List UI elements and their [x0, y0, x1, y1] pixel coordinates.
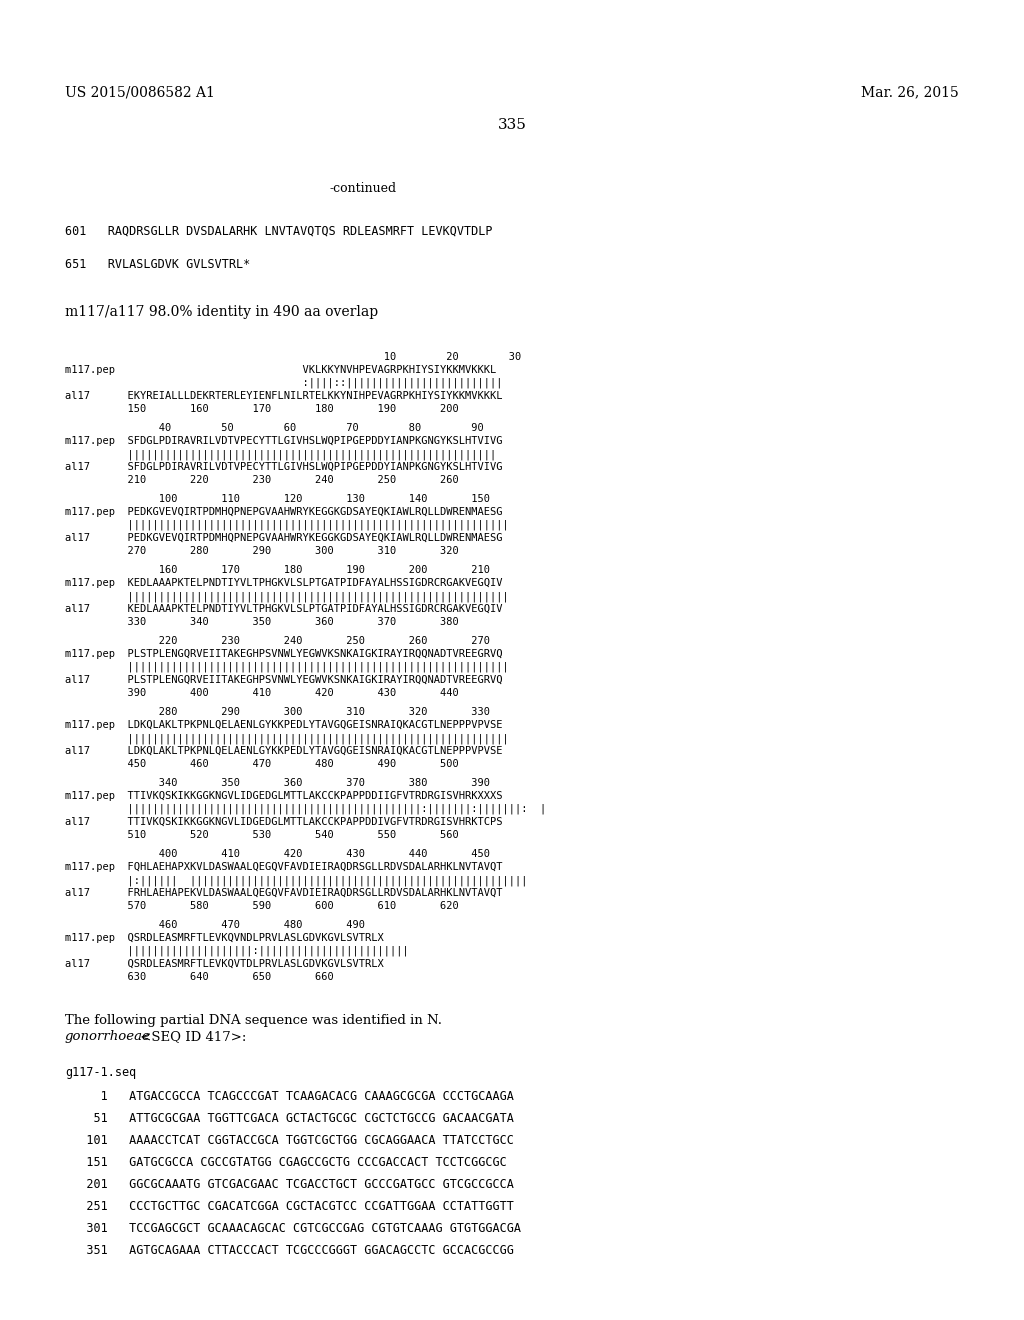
- Text: |||||||||||||||||||||||||||||||||||||||||||||||||||||||||||||: ||||||||||||||||||||||||||||||||||||||||…: [65, 733, 509, 743]
- Text: m117.pep  TTIVKQSKIKKGGKNGVLIDGEDGLMTTLAKCCKPAPPDDIIGFVTRDRGISVHRKXXXS: m117.pep TTIVKQSKIKKGGKNGVLIDGEDGLMTTLAK…: [65, 791, 503, 801]
- Text: 40        50        60        70        80        90: 40 50 60 70 80 90: [65, 422, 483, 433]
- Text: Mar. 26, 2015: Mar. 26, 2015: [861, 84, 959, 99]
- Text: 510       520       530       540       550       560: 510 520 530 540 550 560: [65, 830, 459, 840]
- Text: 400       410       420       430       440       450: 400 410 420 430 440 450: [65, 849, 490, 859]
- Text: al17      FRHLAEHAPEKVLDASWAALQEGQVFAVDIEIRAQDRSGLLRDVSDALARHKLNVTAVQT: al17 FRHLAEHAPEKVLDASWAALQEGQVFAVDIEIRAQ…: [65, 888, 503, 898]
- Text: 270       280       290       300       310       320: 270 280 290 300 310 320: [65, 546, 459, 556]
- Text: m117.pep                              VKLKKYNVHPEVAGRPKHIYSIYKKМVKKKL: m117.pep VKLKKYNVHPEVAGRPKHIYSIYKKМVKKKL: [65, 366, 497, 375]
- Text: :||||::|||||||||||||||||||||||||: :||||::|||||||||||||||||||||||||: [65, 378, 503, 388]
- Text: m117.pep  KEDLAAAPKTELPNDTIYVLTPHGKVLSLPTGATPIDFAYALHSSIGDRCRGAKVEGQIV: m117.pep KEDLAAAPKTELPNDTIYVLTPHGKVLSLPT…: [65, 578, 503, 587]
- Text: 160       170       180       190       200       210: 160 170 180 190 200 210: [65, 565, 490, 576]
- Text: |||||||||||||||||||||||||||||||||||||||||||||||||||||||||||: ||||||||||||||||||||||||||||||||||||||||…: [65, 449, 497, 459]
- Text: 210       220       230       240       250       260: 210 220 230 240 250 260: [65, 475, 459, 484]
- Text: 220       230       240       250       260       270: 220 230 240 250 260 270: [65, 636, 490, 645]
- Text: The following partial DNA sequence was identified in N.: The following partial DNA sequence was i…: [65, 1014, 442, 1027]
- Text: 570       580       590       600       610       620: 570 580 590 600 610 620: [65, 902, 459, 911]
- Text: 101   AAAACCTCAT CGGTACCGCA TGGTCGCTGG CGCAGGAACA TTATCCTGCC: 101 AAAACCTCAT CGGTACCGCA TGGTCGCTGG CGC…: [65, 1134, 514, 1147]
- Text: 460       470       480       490: 460 470 480 490: [65, 920, 365, 931]
- Text: 450       460       470       480       490       500: 450 460 470 480 490 500: [65, 759, 459, 770]
- Text: 335: 335: [498, 117, 526, 132]
- Text: m117/a117 98.0% identity in 490 aa overlap: m117/a117 98.0% identity in 490 aa overl…: [65, 305, 378, 319]
- Text: gonorrhoeae: gonorrhoeae: [65, 1030, 151, 1043]
- Text: 100       110       120       130       140       150: 100 110 120 130 140 150: [65, 494, 490, 504]
- Text: 201   GGCGCAAATG GTCGACGAAC TCGACCTGCT GCCCGATGCC GTCGCCGCCA: 201 GGCGCAAATG GTCGACGAAC TCGACCTGCT GCC…: [65, 1177, 514, 1191]
- Text: 340       350       360       370       380       390: 340 350 360 370 380 390: [65, 777, 490, 788]
- Text: al17      QSRDLEASMRFTLEVKQVTDLPRVLASLGDVKGVLSVTRLX: al17 QSRDLEASMRFTLEVKQVTDLPRVLASLGDVKGVL…: [65, 960, 384, 969]
- Text: |:||||||  ||||||||||||||||||||||||||||||||||||||||||||||||||||||: |:|||||| |||||||||||||||||||||||||||||||…: [65, 875, 527, 886]
- Text: al17      PEDKGVEVQIRTPDMHQPNEPGVAAHWRYKEGGKGDSAYEQKIAWLRQLLDWRENMAESG: al17 PEDKGVEVQIRTPDMHQPNEPGVAAHWRYKEGGKG…: [65, 533, 503, 543]
- Text: 630       640       650       660: 630 640 650 660: [65, 972, 334, 982]
- Text: al17      EKYREIALLLDEKRTERLEYIENFLNILRTELKKYNIHPEVAGRPKHIYSIYKKМVKKKL: al17 EKYREIALLLDEKRTERLEYIENFLNILRTELKKY…: [65, 391, 503, 401]
- Text: 351   AGTGCAGAAA CTTACCCACT TCGCCCGGGT GGACAGCCTC GCCACGCCGG: 351 AGTGCAGAAA CTTACCCACT TCGCCCGGGT GGA…: [65, 1243, 514, 1257]
- Text: <SEQ ID 417>:: <SEQ ID 417>:: [136, 1030, 247, 1043]
- Text: 150       160       170       180       190       200: 150 160 170 180 190 200: [65, 404, 459, 414]
- Text: al17      TTIVKQSKIKKGGKNGVLIDGEDGLMTTLAKCCKPAPPDDIVGFVTRDRGISVHRKTCPS: al17 TTIVKQSKIKKGGKNGVLIDGEDGLMTTLAKCCKP…: [65, 817, 503, 828]
- Text: US 2015/0086582 A1: US 2015/0086582 A1: [65, 84, 215, 99]
- Text: 390       400       410       420       430       440: 390 400 410 420 430 440: [65, 688, 459, 698]
- Text: g117-1.seq: g117-1.seq: [65, 1067, 136, 1078]
- Text: m117.pep  LDKQLAKLTPKPNLQELAENLGYKKPEDLYTAVGQGEISNRAIQKACGTLNEPPPVPVSE: m117.pep LDKQLAKLTPKPNLQELAENLGYKKPEDLYT…: [65, 719, 503, 730]
- Text: 651   RVLASLGDVK GVLSVTRL*: 651 RVLASLGDVK GVLSVTRL*: [65, 257, 250, 271]
- Text: 601   RAQDRSGLLR DVSDALARHK LNVTAVQTQS RDLEASMRFT LEVKQVTDLP: 601 RAQDRSGLLR DVSDALARHK LNVTAVQTQS RDL…: [65, 224, 493, 238]
- Text: al17      PLSTPLENGQRVEIITAKEGHPSVNWLYEGWVKSNKAIGKIRAYIRQQNADTVREEGRVQ: al17 PLSTPLENGQRVEIITAKEGHPSVNWLYEGWVKSN…: [65, 675, 503, 685]
- Text: 330       340       350       360       370       380: 330 340 350 360 370 380: [65, 616, 459, 627]
- Text: m117.pep  PEDKGVEVQIRTPDMHQPNEPGVAAHWRYKEGGKGDSAYEQKIAWLRQLLDWRENMAESG: m117.pep PEDKGVEVQIRTPDMHQPNEPGVAAHWRYKE…: [65, 507, 503, 517]
- Text: |||||||||||||||||||||||||||||||||||||||||||||||:|||||||:|||||||:  |: ||||||||||||||||||||||||||||||||||||||||…: [65, 804, 546, 814]
- Text: 151   GATGCGCCA CGCCGTATGG CGAGCCGCTG CCCGACCACT TCCTCGGCGC: 151 GATGCGCCA CGCCGTATGG CGAGCCGCTG CCCG…: [65, 1156, 507, 1170]
- Text: m117.pep  PLSTPLENGQRVEIITAKEGHPSVNWLYEGWVKSNKAIGKIRAYIRQQNADTVREEGRVQ: m117.pep PLSTPLENGQRVEIITAKEGHPSVNWLYEGW…: [65, 649, 503, 659]
- Text: 280       290       300       310       320       330: 280 290 300 310 320 330: [65, 708, 490, 717]
- Text: 51   ATTGCGCGAA TGGTTCGACA GCTACTGCGC CGCTCTGCCG GACAACGATA: 51 ATTGCGCGAA TGGTTCGACA GCTACTGCGC CGCT…: [65, 1111, 514, 1125]
- Text: al17      KEDLAAAPKTELPNDTIYVLTPHGKVLSLPTGATPIDFAYALHSSIGDRCRGAKVEGQIV: al17 KEDLAAAPKTELPNDTIYVLTPHGKVLSLPTGATP…: [65, 605, 503, 614]
- Text: al17      SFDGLPDIRAVRILVDTVPECYTTLGIVHSLWQPIPGEPDDYIANPKGNGYKSLHTVIVG: al17 SFDGLPDIRAVRILVDTVPECYTTLGIVHSLWQPI…: [65, 462, 503, 473]
- Text: m117.pep  SFDGLPDIRAVRILVDTVPECYTTLGIVHSLWQPIPGEPDDYIANPKGNGYKSLHTVIVG: m117.pep SFDGLPDIRAVRILVDTVPECYTTLGIVHSL…: [65, 436, 503, 446]
- Text: m117.pep  QSRDLEASMRFTLEVKQVNDLPRVLASLGDVKGVLSVTRLX: m117.pep QSRDLEASMRFTLEVKQVNDLPRVLASLGDV…: [65, 933, 384, 942]
- Text: |||||||||||||||||||||||||||||||||||||||||||||||||||||||||||||: ||||||||||||||||||||||||||||||||||||||||…: [65, 591, 509, 602]
- Text: m117.pep  FQHLAEHAPXKVLDASWAALQEGQVFAVDIEIRAQDRSGLLRDVSDALARHKLNVTAVQT: m117.pep FQHLAEHAPXKVLDASWAALQEGQVFAVDIE…: [65, 862, 503, 873]
- Text: 251   CCCTGCTTGC CGACATCGGA CGCTACGTCC CCGATTGGAA CCTATTGGTT: 251 CCCTGCTTGC CGACATCGGA CGCTACGTCC CCG…: [65, 1200, 514, 1213]
- Text: -continued: -continued: [330, 182, 397, 195]
- Text: |||||||||||||||||||||||||||||||||||||||||||||||||||||||||||||: ||||||||||||||||||||||||||||||||||||||||…: [65, 663, 509, 672]
- Text: ||||||||||||||||||||:||||||||||||||||||||||||: ||||||||||||||||||||:|||||||||||||||||||…: [65, 946, 409, 957]
- Text: al17      LDKQLAKLTPKPNLQELAENLGYKKPEDLYTAVGQGEISNRAIQKACGTLNEPPPVPVSE: al17 LDKQLAKLTPKPNLQELAENLGYKKPEDLYTAVGQ…: [65, 746, 503, 756]
- Text: 301   TCCGAGCGCT GCAAACAGCAC CGTCGCCGAG CGTGTCAAAG GTGTGGACGA: 301 TCCGAGCGCT GCAAACAGCAC CGTCGCCGAG CG…: [65, 1222, 521, 1236]
- Text: |||||||||||||||||||||||||||||||||||||||||||||||||||||||||||||: ||||||||||||||||||||||||||||||||||||||||…: [65, 520, 509, 531]
- Text: 1   ATGACCGCCA TCAGCCCGAT TCAAGACACG CAAAGCGCGA CCCTGCAAGA: 1 ATGACCGCCA TCAGCCCGAT TCAAGACACG CAAAG…: [65, 1090, 514, 1104]
- Text: 10        20        30: 10 20 30: [65, 352, 521, 362]
